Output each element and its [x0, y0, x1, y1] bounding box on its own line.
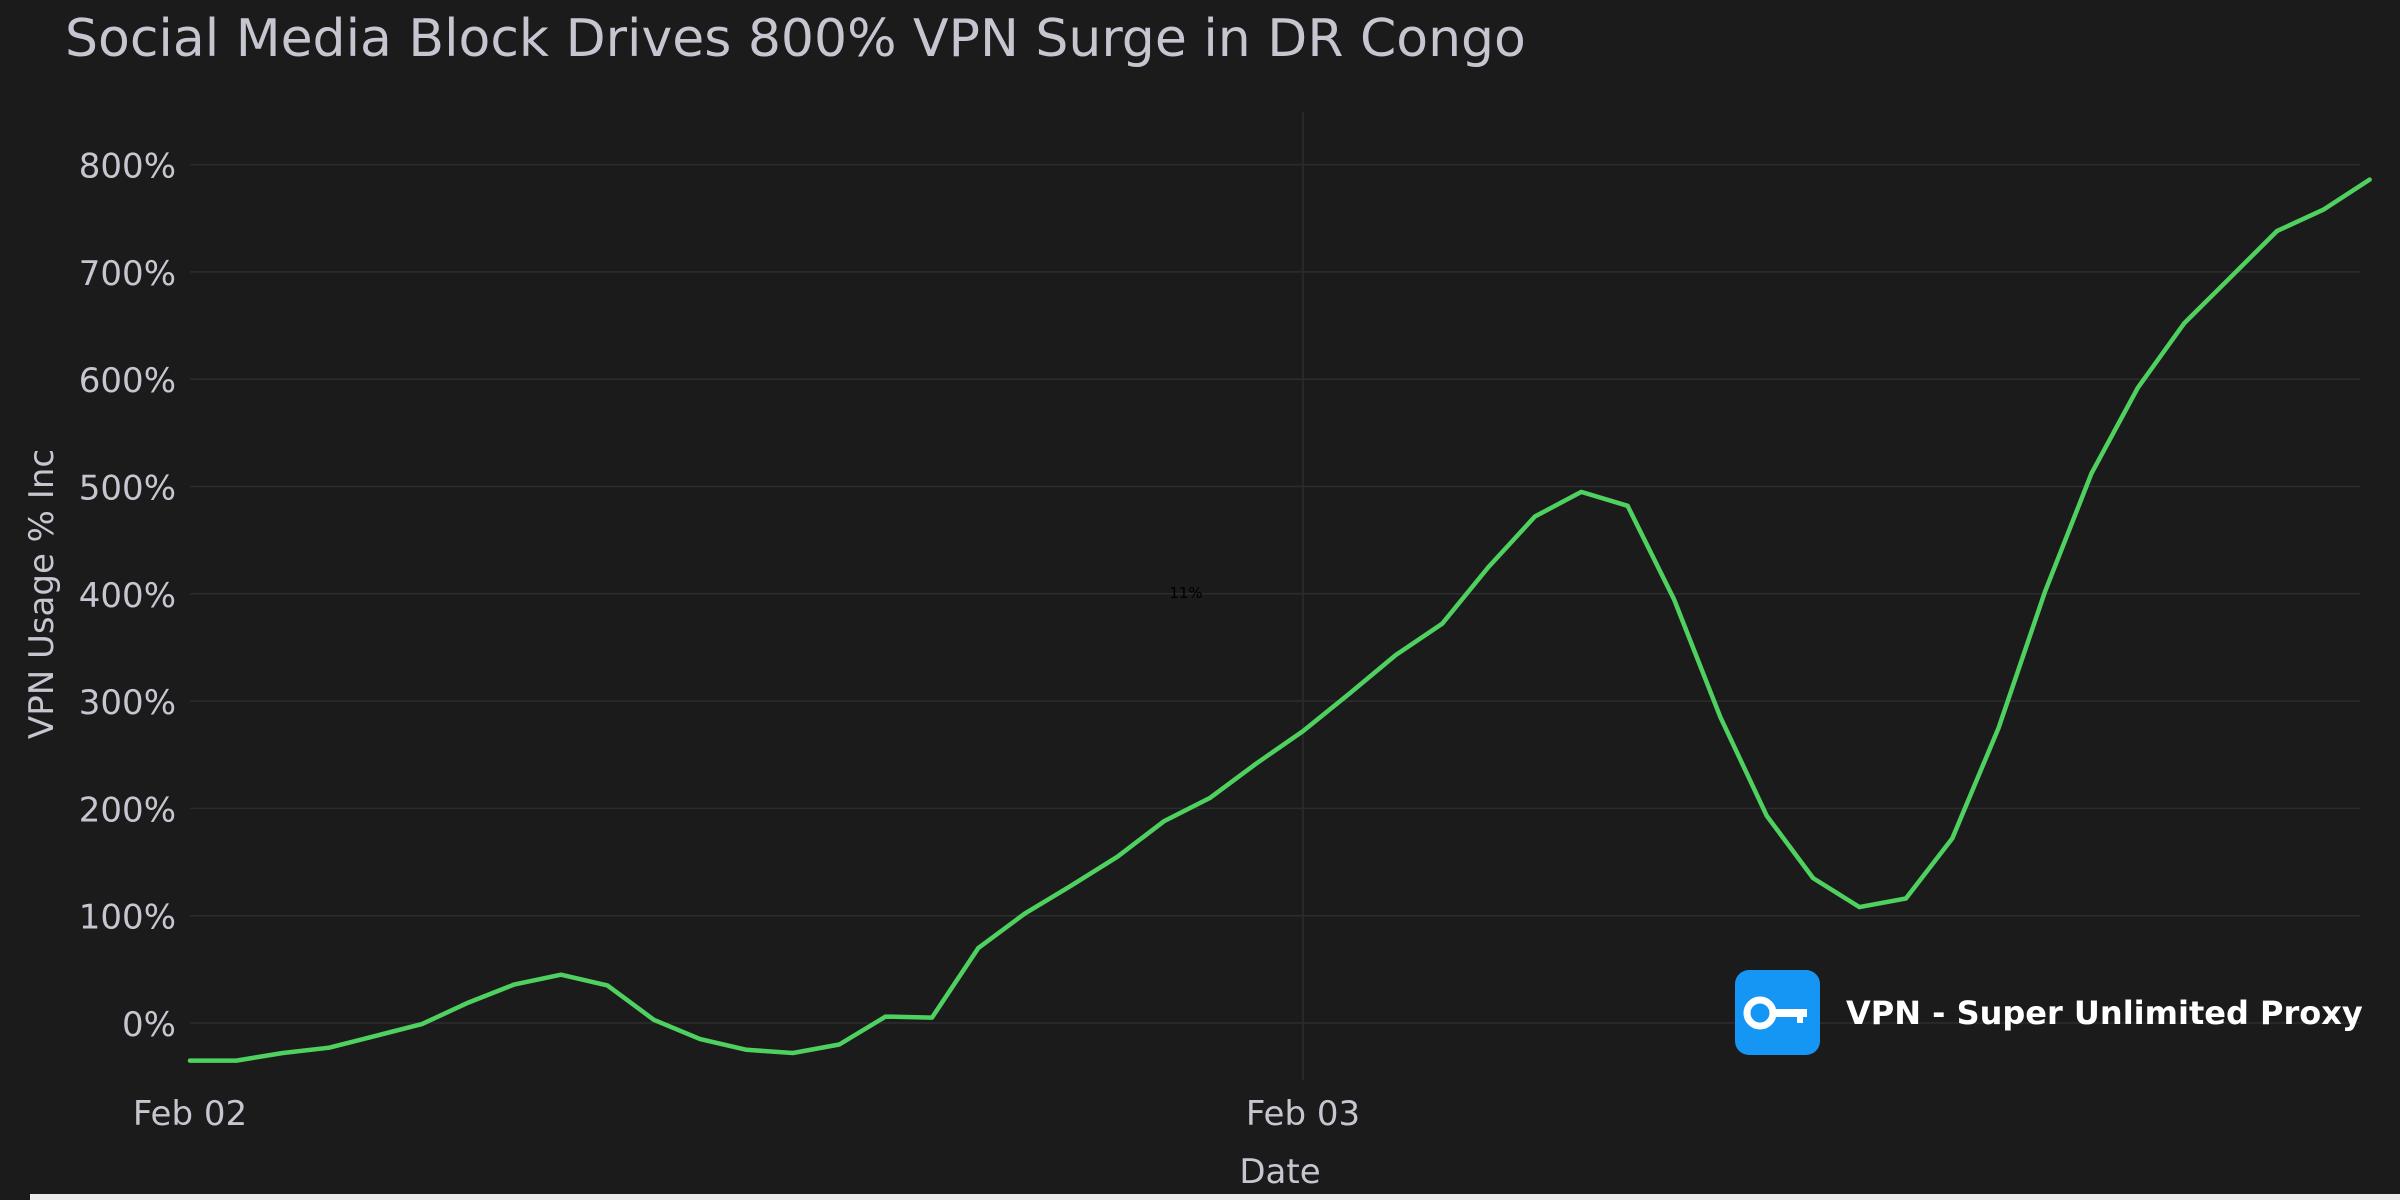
data-point	[1254, 761, 1259, 766]
data-point	[837, 1042, 842, 1047]
data-point	[512, 982, 517, 987]
y-tick-label: 300%	[79, 683, 176, 723]
data-point	[280, 1051, 285, 1055]
data-point	[1625, 503, 1630, 508]
data-point	[790, 1051, 795, 1055]
data-point	[559, 972, 563, 977]
data-point	[651, 1017, 656, 1022]
data-point	[698, 1037, 703, 1042]
data-point	[466, 1000, 471, 1005]
y-tick-label: 100%	[79, 898, 176, 938]
y-tick-label: 200%	[79, 790, 176, 830]
x-tick-label: Feb 03	[1246, 1094, 1360, 1134]
stray-data-label: 11%	[1169, 584, 1202, 602]
y-tick-label: 0%	[122, 1005, 176, 1045]
data-point	[1022, 911, 1027, 916]
y-tick-label: 500%	[79, 469, 176, 509]
bottom-border	[30, 1194, 2400, 1200]
grid-lines	[190, 112, 2360, 1080]
data-point	[2135, 385, 2140, 390]
data-point	[883, 1014, 888, 1019]
y-tick-label: 600%	[79, 361, 176, 401]
y-axis-ticks: 0% 100% 200% 300% 400% 500% 600% 700% 800%	[79, 147, 176, 1045]
y-axis-label: VPN Usage % Inc	[22, 449, 62, 739]
data-point	[744, 1047, 749, 1052]
data-point	[605, 983, 610, 988]
data-point	[1532, 514, 1537, 519]
key-icon	[1743, 996, 1807, 1030]
y-tick-label: 400%	[79, 576, 176, 616]
data-point	[373, 1033, 378, 1038]
data-point	[2182, 321, 2187, 326]
data-point	[1301, 729, 1305, 734]
data-point	[1764, 813, 1769, 818]
data-point	[1579, 489, 1584, 494]
data-point	[1440, 621, 1445, 626]
x-axis-label: Date	[1239, 1152, 1320, 1192]
data-point	[2089, 471, 2094, 476]
data-point	[419, 1022, 424, 1027]
data-point	[1811, 876, 1816, 881]
x-axis-ticks: Feb 02 Feb 03	[133, 1094, 1360, 1134]
data-point	[1069, 883, 1074, 888]
data-point	[1486, 565, 1491, 569]
data-point	[976, 945, 981, 950]
data-point	[1208, 795, 1213, 800]
data-point	[2367, 177, 2372, 182]
series-points	[188, 177, 2372, 1063]
data-point	[1115, 854, 1120, 859]
data-point	[2274, 229, 2279, 234]
data-point	[188, 1058, 192, 1063]
data-point	[1950, 836, 1955, 841]
data-point	[1393, 653, 1398, 657]
y-tick-label: 700%	[79, 254, 176, 294]
data-point	[1161, 819, 1166, 824]
data-point	[234, 1058, 239, 1063]
watermark-label: VPN - Super Unlimited Proxy	[1846, 994, 2363, 1032]
data-point	[2321, 207, 2326, 212]
data-point	[327, 1045, 332, 1050]
data-point	[930, 1015, 934, 1020]
data-point	[1718, 715, 1723, 720]
data-point	[1347, 691, 1352, 696]
data-point	[2043, 589, 2047, 594]
app-watermark: VPN - Super Unlimited Proxy	[1735, 970, 2363, 1055]
chart-title: Social Media Block Drives 800% VPN Surge…	[65, 9, 1526, 69]
data-point	[1857, 905, 1862, 910]
y-tick-label: 800%	[79, 147, 176, 187]
data-point	[1996, 725, 2001, 730]
data-point	[1903, 896, 1908, 901]
x-tick-label: Feb 02	[133, 1094, 247, 1134]
data-point	[2228, 275, 2233, 280]
data-point	[1672, 597, 1676, 602]
vpn-usage-series-line	[187, 177, 2372, 1063]
